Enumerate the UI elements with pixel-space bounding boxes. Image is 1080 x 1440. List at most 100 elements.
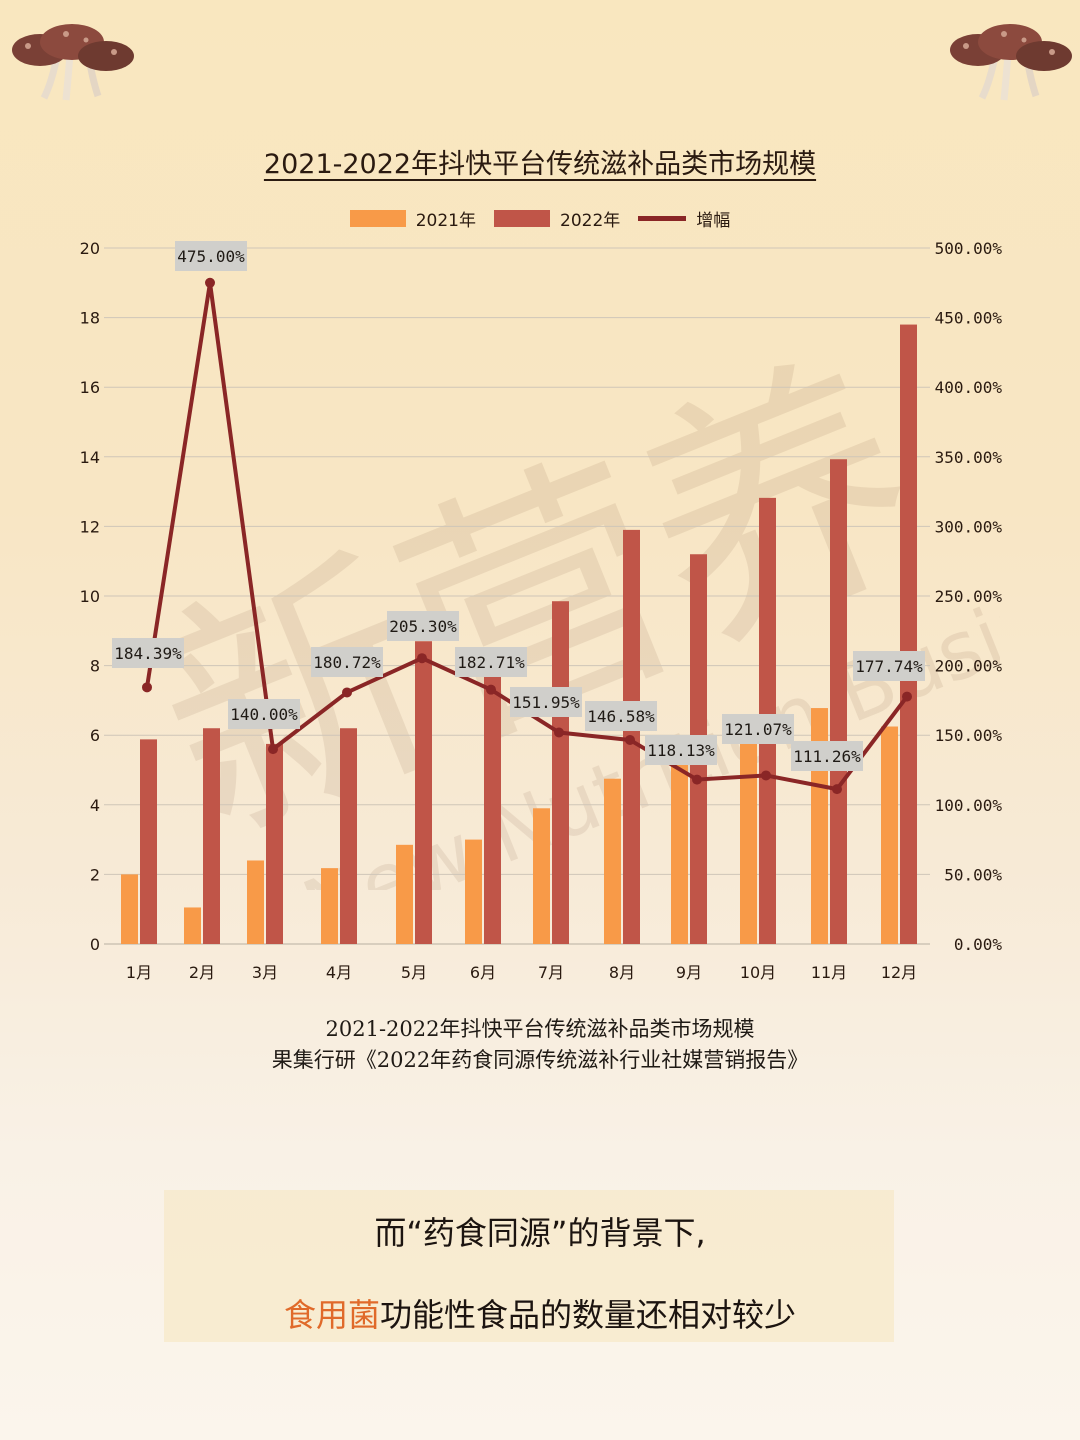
bar-2021 [247, 860, 264, 944]
growth-data-label: 205.30% [389, 617, 457, 636]
y-right-tick-label: 0.00% [954, 935, 1003, 954]
y-left-tick-label: 10 [80, 587, 100, 606]
growth-point [625, 734, 635, 745]
x-tick-label: 2月 [189, 963, 215, 982]
y-right-tick-label: 50.00% [944, 865, 1002, 884]
y-left-tick-label: 0 [90, 935, 100, 954]
growth-label-box [853, 651, 925, 681]
y-right-tick-label: 350.00% [935, 448, 1003, 467]
legend-swatch-2021 [349, 209, 406, 227]
caption-line-1: 2021-2022年抖快平台传统滋补品类市场规模 [325, 1017, 755, 1041]
bar-2021 [321, 868, 338, 944]
mushroom-icon [12, 24, 134, 101]
text-box-line-2-rest: 功能性食品的数量还相对较少 [380, 1296, 797, 1334]
bar-2021 [604, 778, 621, 944]
y-left-tick-label: 14 [80, 448, 100, 467]
legend: 2021年 2022年 增幅 [0, 204, 1080, 232]
x-tick-label: 6月 [470, 963, 496, 982]
x-tick-label: 10月 [740, 963, 776, 982]
mushroom-icon [950, 24, 1072, 101]
growth-data-label: 121.07% [724, 720, 792, 739]
growth-point [342, 687, 352, 698]
growth-label-box [722, 714, 794, 744]
y-left-tick-label: 12 [80, 517, 100, 536]
y-left-tick-label: 6 [90, 726, 100, 745]
bar-2022 [266, 743, 283, 944]
growth-point [902, 691, 912, 702]
x-tick-label: 7月 [538, 963, 564, 982]
y-left-tick-label: 18 [80, 309, 100, 328]
text-highlight: 食用菌 [283, 1296, 380, 1334]
legend-item-2021: 2021年 [349, 206, 476, 231]
y-left-tick-label: 16 [80, 378, 100, 397]
growth-label-box [112, 638, 184, 668]
legend-label-growth: 增幅 [696, 210, 731, 231]
growth-point [554, 727, 564, 738]
y-right-tick-label: 450.00% [935, 309, 1003, 328]
growth-data-label: 146.58% [587, 707, 655, 726]
growth-label-box [387, 611, 459, 641]
x-tick-label: 1月 [126, 963, 152, 982]
bar-2022 [203, 728, 220, 944]
chart-caption: 2021-2022年抖快平台传统滋补品类市场规模 果集行研《2022年药食同源传… [0, 1014, 1080, 1076]
growth-label-box [585, 701, 657, 731]
bar-2022 [484, 672, 501, 944]
x-tick-label: 3月 [252, 963, 278, 982]
growth-point [832, 784, 842, 795]
y-right-tick-label: 100.00% [935, 796, 1003, 815]
x-tick-label: 11月 [811, 963, 847, 982]
x-tick-label: 8月 [609, 963, 635, 982]
y-right-tick-label: 500.00% [935, 239, 1003, 258]
growth-data-label: 475.00% [177, 247, 245, 266]
bar-2022 [830, 459, 847, 944]
bar-2021 [533, 808, 550, 944]
x-tick-label: 12月 [881, 963, 917, 982]
y-right-tick-label: 300.00% [935, 517, 1003, 536]
text-box-line-1: 而“药食同源”的背景下, [374, 1214, 706, 1252]
growth-data-label: 184.39% [114, 644, 182, 663]
bar-2021 [121, 874, 138, 944]
bar-2021 [396, 844, 413, 944]
growth-data-label: 180.72% [313, 653, 381, 672]
growth-label-box [455, 647, 527, 677]
growth-point [142, 682, 152, 693]
growth-point [268, 744, 278, 755]
legend-item-growth: 增幅 [638, 206, 730, 231]
bar-2021 [184, 907, 201, 944]
bar-2021 [465, 839, 482, 944]
bar-2022 [140, 739, 157, 944]
growth-data-label: 118.13% [647, 741, 715, 760]
bar-2022 [415, 641, 432, 944]
growth-label-box [645, 735, 717, 765]
x-tick-label: 9月 [676, 963, 702, 982]
y-left-tick-label: 2 [90, 865, 100, 884]
bar-2022 [340, 728, 357, 944]
legend-label-2022: 2022年 [560, 210, 621, 231]
growth-data-label: 177.74% [855, 657, 923, 676]
text-box-line-2: 食用菌功能性食品的数量还相对较少 [0, 1290, 1080, 1336]
bar-2022 [900, 324, 917, 944]
legend-swatch-2022 [494, 209, 550, 227]
y-right-tick-label: 250.00% [935, 587, 1003, 606]
bar-2021 [740, 742, 757, 944]
chart-title: 2021-2022年抖快平台传统滋补品类市场规模 [263, 149, 817, 180]
y-right-tick-label: 400.00% [935, 378, 1003, 397]
y-left-tick-label: 8 [90, 657, 100, 676]
growth-point [486, 684, 496, 695]
growth-label-box [510, 687, 582, 717]
growth-data-label: 182.71% [457, 653, 525, 672]
growth-label-box [228, 699, 300, 729]
y-left-tick-label: 4 [90, 796, 100, 815]
chart: 024681012141618200.00%50.00%100.00%150.0… [80, 239, 1003, 982]
growth-data-label: 140.00% [230, 705, 298, 724]
growth-label-box [311, 647, 383, 677]
text-box [164, 1190, 894, 1342]
growth-point [417, 653, 427, 664]
bar-2021 [671, 763, 688, 944]
legend-item-2022: 2022年 [494, 206, 620, 231]
caption-line-2: 果集行研《2022年药食同源传统滋补行业社媒营销报告》 [271, 1048, 809, 1072]
y-right-tick-label: 200.00% [935, 657, 1003, 676]
x-tick-label: 5月 [401, 963, 427, 982]
growth-point [761, 770, 771, 781]
legend-swatch-growth [638, 215, 687, 221]
